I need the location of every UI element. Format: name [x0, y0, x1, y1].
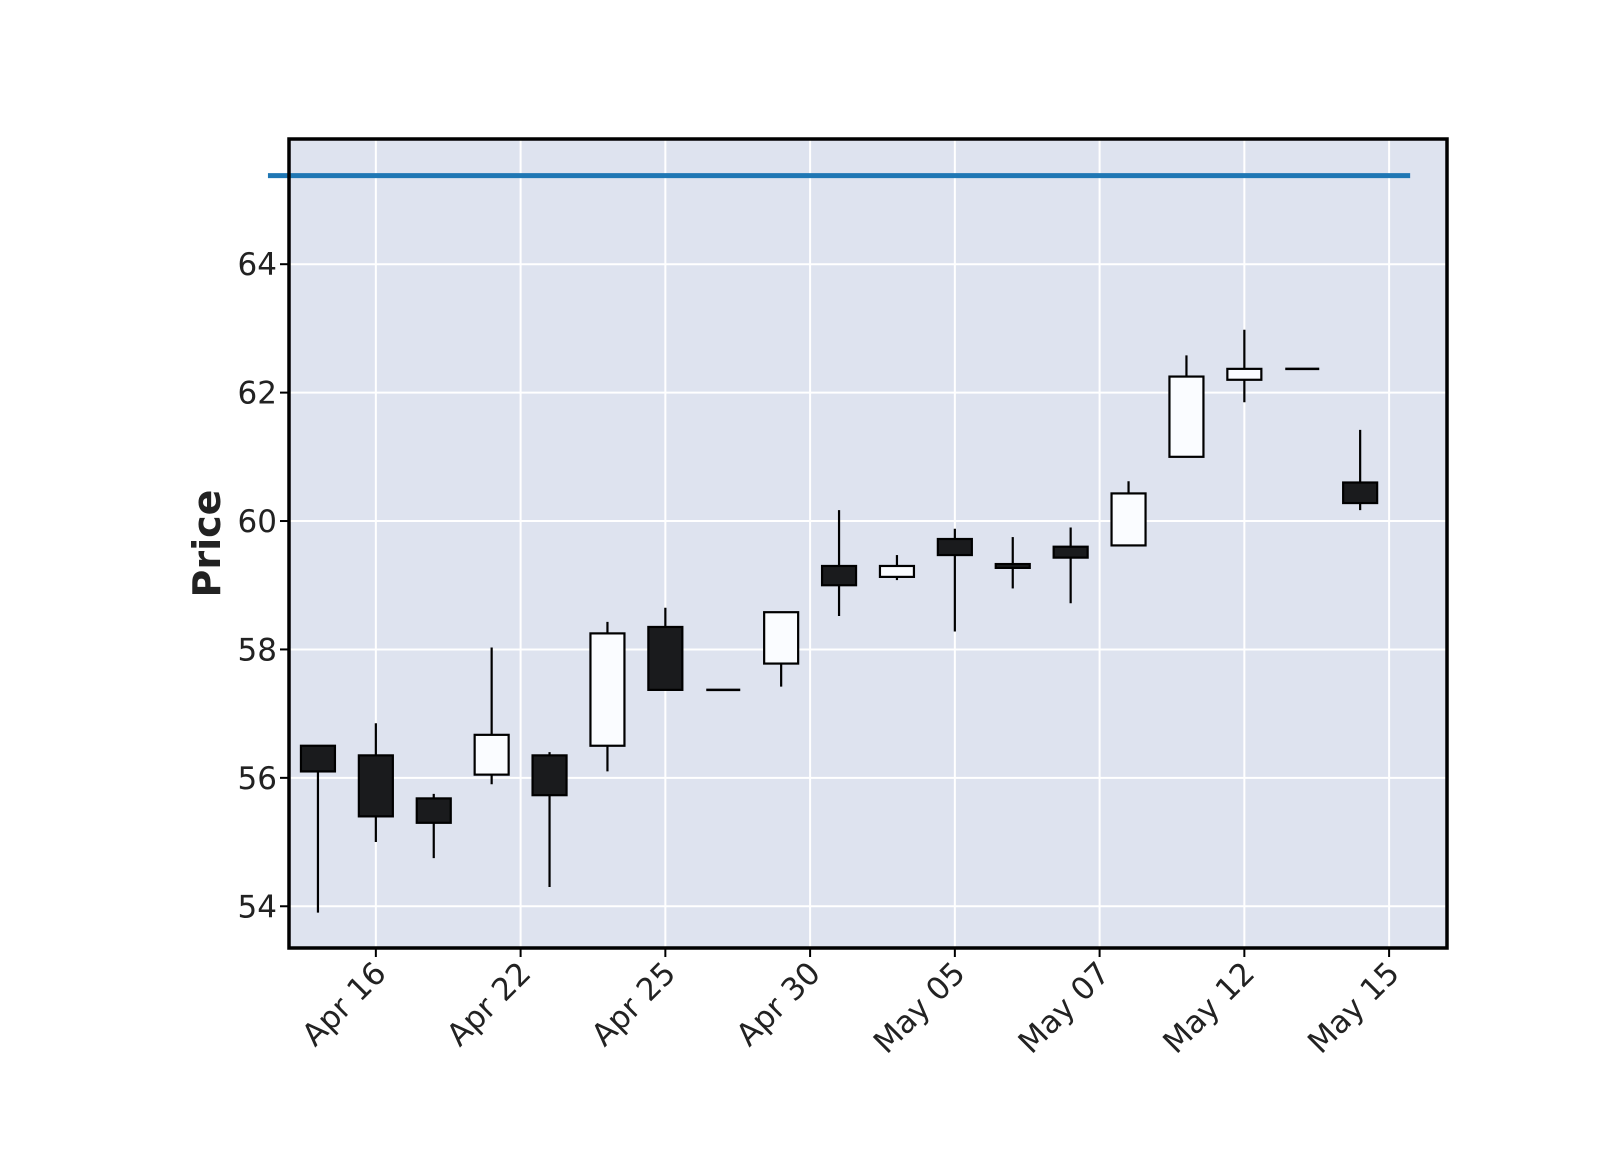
- y-tick-label: 58: [238, 632, 277, 668]
- candle-body-up: [763, 611, 800, 665]
- x-tick-label: Apr 16: [295, 955, 393, 1053]
- x-tick-label: May 12: [1156, 955, 1262, 1061]
- candle: [994, 537, 1031, 589]
- candles: [299, 329, 1379, 913]
- x-tick-label: Apr 22: [440, 955, 538, 1053]
- candle-body-down: [1052, 545, 1089, 559]
- candle: [473, 647, 510, 785]
- candle: [1052, 527, 1089, 604]
- candle: [647, 607, 684, 691]
- x-axis: Apr 16 Apr 22 Apr 25 Apr 30 May 05 May 07 May …: [295, 948, 1407, 1061]
- y-tick-label: 56: [238, 761, 277, 797]
- candle: [878, 555, 916, 581]
- x-tick-label: May 05: [867, 955, 973, 1061]
- candle: [1168, 355, 1205, 458]
- y-tick-label: 60: [238, 504, 277, 540]
- candle-body-down: [820, 564, 858, 587]
- candle: [415, 793, 452, 859]
- plot-background: [289, 139, 1447, 948]
- candle: [357, 723, 394, 843]
- candle-body-up: [878, 564, 916, 578]
- candle-body-down: [357, 754, 394, 818]
- candle-body-down: [299, 744, 337, 773]
- y-tick-label: 62: [238, 376, 277, 412]
- x-tick-label: Apr 30: [730, 955, 828, 1053]
- candle-body-down: [936, 537, 973, 557]
- candle-body-down: [415, 797, 452, 824]
- y-tick-label: 54: [238, 889, 277, 925]
- candle-body-up: [1110, 492, 1147, 547]
- candle-body-up: [589, 632, 626, 747]
- candle: [936, 528, 973, 632]
- candle: [1342, 429, 1379, 511]
- candle-body-down: [531, 754, 568, 797]
- candle-body-up: [1226, 367, 1263, 381]
- y-tick-label: 64: [238, 247, 277, 283]
- plot-frame: [287, 137, 1449, 950]
- candle: [820, 510, 858, 617]
- x-tick-label: May 15: [1301, 955, 1407, 1061]
- candle: [299, 744, 337, 913]
- y-axis-title: Price: [185, 490, 229, 598]
- grid: [289, 139, 1447, 948]
- candle: [1110, 481, 1147, 547]
- candle-body-up: [473, 733, 510, 776]
- x-tick-label: Apr 25: [585, 955, 683, 1053]
- candle-body-down: [1342, 481, 1379, 505]
- candle: [763, 611, 800, 687]
- candle-body-up: [1168, 375, 1205, 458]
- candle-body-down: [994, 562, 1031, 569]
- candle: [531, 752, 568, 888]
- candle: [1226, 329, 1263, 403]
- candle-body-down: [647, 625, 684, 691]
- x-tick-label: May 07: [1012, 955, 1118, 1061]
- y-axis: 54 56 58 60 62 64: [238, 247, 289, 925]
- candle: [589, 621, 626, 772]
